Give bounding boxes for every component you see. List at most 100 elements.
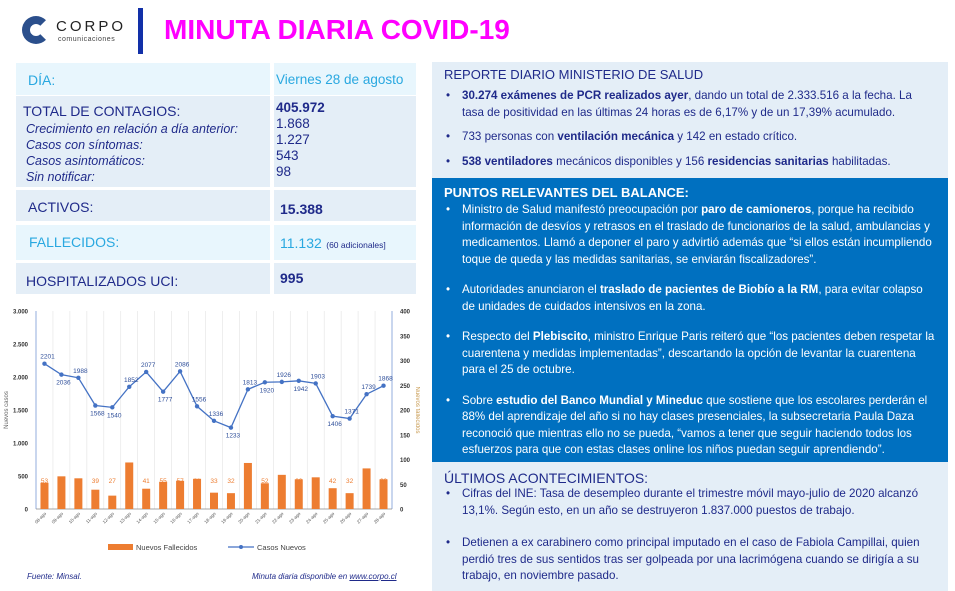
x-tick: 09-ago — [51, 511, 65, 525]
bold-text: paro de camioneros — [701, 203, 812, 216]
bar-label: 39 — [92, 478, 100, 485]
footer-available: Minuta diaria disponible en www.corpo.cl — [252, 572, 397, 581]
dia-value: Viernes 28 de agosto — [276, 72, 404, 87]
x-tick: 20-ago — [237, 511, 251, 525]
bar — [345, 493, 354, 509]
list-item: 538 ventiladores mecánicos disponibles y… — [444, 154, 936, 171]
text: Ministro de Salud manifestó preocupación… — [462, 203, 702, 216]
list-item: 733 personas con ventilación mecánica y … — [444, 129, 936, 146]
legend-bar-swatch — [108, 544, 133, 550]
report-list: 30.274 exámenes de PCR realizados ayer, … — [444, 88, 936, 170]
bar-label: 93 — [244, 478, 252, 485]
x-tick: 22-ago — [271, 511, 285, 525]
y-right-tick: 0 — [400, 508, 404, 514]
bar-label: 32 — [227, 478, 235, 485]
x-tick: 08-ago — [34, 511, 48, 525]
line-label: 2086 — [175, 361, 190, 368]
bar — [40, 482, 49, 509]
line-label: 1813 — [243, 379, 258, 386]
bar — [159, 481, 168, 509]
footer-link[interactable]: www.corpo.cl — [349, 572, 397, 581]
list-item: Detienen a ex carabinero como principal … — [444, 535, 936, 585]
uci-label: HOSPITALIZADOS UCI: — [26, 273, 179, 289]
line-label: 1852 — [124, 377, 139, 384]
bar — [328, 488, 337, 509]
line-label: 1406 — [327, 421, 342, 428]
line-point — [330, 414, 335, 419]
list-item: Sobre estudio del Banco Mundial y Minedu… — [444, 393, 936, 459]
report-title: REPORTE DIARIO MINISTERIO DE SALUD — [444, 67, 704, 82]
text: habilitadas. — [828, 154, 891, 168]
bold-text: estudio del Banco Mundial y Mineduc — [496, 393, 703, 407]
sub-value: 1.868 — [276, 116, 310, 131]
bar — [260, 483, 269, 509]
page-title: MINUTA DIARIA COVID-19 — [164, 14, 510, 45]
list-item: 30.274 exámenes de PCR realizados ayer, … — [444, 88, 936, 121]
fallecidos-value: 11.132 — [280, 235, 322, 251]
text: Respecto del — [462, 330, 533, 343]
bar-label: 52 — [261, 478, 269, 485]
sub-label: Sin notificar: — [26, 170, 95, 184]
x-tick: 18-ago — [203, 511, 217, 525]
line-label: 1988 — [73, 368, 88, 375]
fallecidos-note: (60 adicionales] — [326, 240, 386, 250]
bold-text: 538 ventiladores — [462, 154, 553, 168]
bold-text: 30.274 exámenes de PCR realizados ayer — [462, 89, 689, 102]
y-left-tick: 500 — [18, 475, 29, 481]
total-value: 405.972 — [276, 100, 325, 115]
line-point — [228, 425, 234, 430]
y-right-tick: 100 — [400, 458, 411, 464]
text: , porque ha recibido información de desv… — [462, 203, 932, 266]
line-label: 2077 — [141, 362, 156, 369]
line-label: 1336 — [209, 411, 224, 418]
line-point — [93, 403, 98, 408]
y-left-label: Nuevos casos — [4, 391, 10, 429]
news-section: ÚLTIMOS ACONTECIMIENTOS: Cifras del INE:… — [432, 462, 948, 591]
line-point — [160, 389, 166, 394]
bar — [311, 477, 320, 509]
line-label: 1903 — [310, 373, 325, 380]
bar — [91, 489, 100, 509]
y-right-tick: 250 — [400, 384, 411, 390]
text: Detienen a ex carabinero como principal … — [462, 536, 920, 582]
bar-label: 62 — [75, 478, 83, 485]
bar — [108, 495, 117, 509]
text: , ministro Enrique Paris reiteró que “lo… — [462, 330, 935, 376]
list-item: Cifras del INE: Tasa de desempleo durant… — [444, 486, 936, 519]
bar — [193, 478, 202, 509]
line-label: 1926 — [277, 372, 292, 379]
uci-value-cell: 995 — [274, 263, 416, 294]
line-label: 1868 — [378, 376, 393, 383]
sub-label: Crecimiento en relación a día anterior: — [26, 122, 238, 136]
bar-label: 32 — [346, 478, 354, 485]
x-tick: 21-ago — [254, 511, 268, 525]
bar-label: 66 — [58, 478, 66, 485]
fallecidos-label: FALLECIDOS: — [29, 234, 120, 250]
total-label: TOTAL DE CONTAGIOS: — [23, 103, 181, 119]
balance-list: Ministro de Salud manifestó preocupación… — [444, 202, 936, 459]
x-tick: 28-ago — [373, 511, 387, 525]
text: mecánicos disponibles y 156 — [552, 154, 708, 168]
sub-label: Casos con síntomas: — [26, 138, 143, 152]
y-right-tick: 400 — [400, 310, 411, 316]
fallecidos-value-cell: 11.132 (60 adicionales] — [274, 225, 416, 260]
bar-label: 69 — [278, 478, 286, 485]
news-title: ÚLTIMOS ACONTECIMIENTOS: — [444, 470, 649, 486]
line-point — [296, 378, 301, 384]
x-tick: 10-ago — [68, 511, 82, 525]
line-label: 1233 — [226, 433, 241, 440]
line-point — [59, 372, 64, 377]
line-point — [143, 369, 149, 375]
activos-label: ACTIVOS: — [28, 199, 94, 215]
dia-label: DÍA: — [28, 72, 56, 88]
bar — [243, 462, 252, 509]
line-point — [76, 375, 81, 380]
line-label: 1739 — [361, 384, 376, 391]
x-tick: 23-ago — [288, 511, 302, 525]
bar — [176, 480, 185, 509]
y-right-tick: 200 — [400, 409, 411, 415]
bar — [125, 462, 134, 509]
list-item: Autoridades anunciaron el traslado de pa… — [444, 282, 936, 315]
bold-text: traslado de pacientes de Biobío a la RM — [599, 283, 819, 296]
bold-text: residencias sanitarias — [707, 154, 829, 168]
